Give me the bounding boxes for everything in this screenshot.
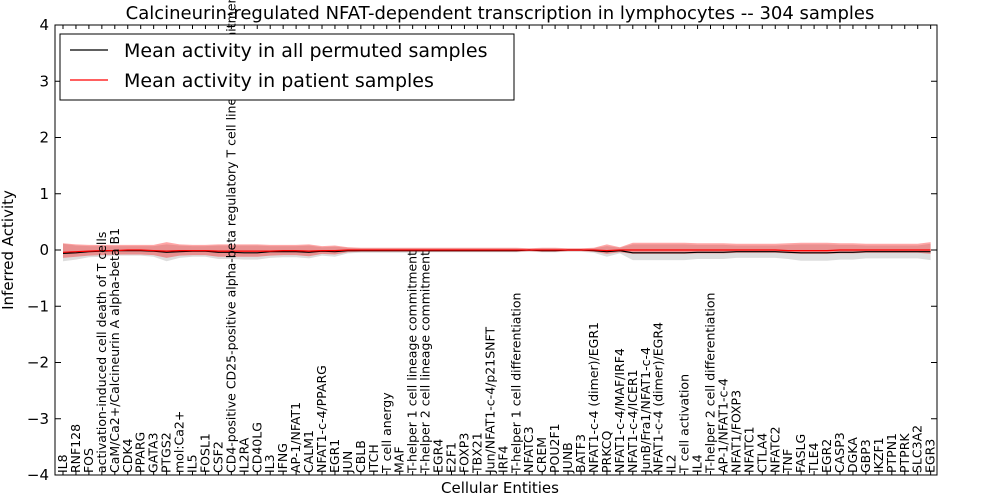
- category-label: IL3: [262, 454, 277, 473]
- category-label: NFATC2: [767, 426, 782, 473]
- category-label: IL2RA: [236, 437, 251, 473]
- y-axis-label: Inferred Activity: [0, 190, 17, 310]
- category-label: PPARG: [133, 432, 148, 473]
- category-label: GBP3: [858, 439, 873, 473]
- category-label: CBLB: [353, 440, 368, 473]
- category-label: MAF: [392, 446, 407, 473]
- axis-ticks: −4 −3 −2 −1 0 1 2 3 4: [27, 16, 937, 484]
- category-label: T-helper 2 cell lineage commitment: [418, 251, 433, 474]
- legend-box: [59, 33, 515, 101]
- y-tick-label: 4: [39, 16, 49, 34]
- category-label: CTLA4: [754, 433, 769, 473]
- y-tick-label: −1: [27, 297, 49, 315]
- y-tick-label: −3: [27, 410, 49, 428]
- permuted-band: [63, 243, 931, 262]
- category-label: EGR4: [431, 439, 446, 473]
- category-label: NFAT1-c-4/MAF/IRF4: [612, 348, 627, 473]
- category-label: T cell activation: [677, 374, 692, 474]
- category-label: PTPRK: [897, 433, 912, 473]
- category-label: TLE4: [806, 443, 821, 474]
- category-label: EGR1: [327, 439, 342, 473]
- category-label: TNF: [780, 449, 795, 474]
- category-label: NFAT1/FOXP3: [728, 390, 743, 473]
- y-tick-label: −4: [27, 466, 49, 484]
- category-label: PTGS2: [159, 432, 174, 473]
- category-label: E2F1: [444, 442, 459, 473]
- category-label: CaM/Ca2+/Calcineurin A alpha-beta B1: [107, 228, 122, 473]
- y-tick-label: 2: [39, 129, 49, 147]
- category-label: IL4: [690, 454, 705, 473]
- chart-title: Calcineurin-regulated NFAT-dependent tra…: [126, 3, 875, 24]
- category-label: JUN: [340, 451, 355, 474]
- category-label: FOS: [81, 448, 96, 473]
- category-label: NFATC3: [521, 426, 536, 473]
- category-label: CDK4: [120, 438, 135, 473]
- category-label: CD4-positive CD25-positive alpha-beta re…: [223, 0, 238, 473]
- category-label: T-helper 1 cell differentiation: [508, 293, 523, 474]
- category-label: IL8: [55, 454, 70, 473]
- category-label: T cell anergy: [379, 392, 394, 474]
- category-label: PRKCQ: [599, 431, 614, 473]
- category-label: NFAT1-c-4 (dimer)/EGR1: [586, 322, 601, 473]
- category-label: AP-1/NFAT1-c-4: [715, 378, 730, 473]
- category-label: RNF128: [68, 424, 83, 473]
- legend-label-permuted: Mean activity in all permuted samples: [124, 40, 487, 62]
- y-tick-label: −2: [27, 354, 49, 372]
- x-axis-label: Cellular Entities: [441, 479, 559, 497]
- category-label: PTPN1: [884, 433, 899, 473]
- category-label: JUNB: [560, 442, 575, 474]
- category-label: IFNG: [275, 443, 290, 473]
- category-label: T-helper 2 cell differentiation: [703, 293, 718, 474]
- category-label: CSF2: [210, 441, 225, 473]
- category-label: IL2: [664, 454, 679, 473]
- category-label: EGR2: [819, 439, 834, 473]
- category-label: TBX21: [469, 432, 484, 474]
- category-label: CALM1: [301, 430, 316, 473]
- plot-frame: [54, 24, 938, 476]
- category-label: FOXP3: [456, 433, 471, 473]
- series-lines: [62, 249, 931, 254]
- category-label: POU2F1: [547, 423, 562, 473]
- category-label: mol:Ca2+: [172, 411, 187, 473]
- category-label: NFATC1: [741, 426, 756, 473]
- category-label: BATF3: [573, 434, 588, 473]
- category-label: CREM: [534, 437, 549, 473]
- category-label: GATA3: [146, 433, 161, 473]
- category-label: activation-induced cell death of T cells: [94, 232, 109, 473]
- category-label: NFAT1-c-4 (dimer)/EGR4: [651, 322, 666, 473]
- category-label: IL5: [185, 454, 200, 473]
- category-label: IRF4: [495, 445, 510, 473]
- category-label: CD40LG: [249, 422, 264, 473]
- category-label: JunB/Fra1/NFAT1-c-4: [638, 347, 653, 474]
- category-label: FOSL1: [197, 433, 212, 473]
- legend-label-patient: Mean activity in patient samples: [124, 70, 434, 92]
- y-tick-label: 1: [39, 185, 49, 203]
- category-label: ITCH: [366, 444, 381, 473]
- category-label: NFAT1-c-4/PPARG: [314, 365, 329, 473]
- y-tick-label: 0: [39, 241, 49, 259]
- category-label: EGR3: [923, 439, 938, 473]
- category-label: Jun/NFAT1-c-4/p21SNFT: [482, 327, 497, 474]
- category-label: DGKA: [845, 437, 860, 473]
- category-label: FASLG: [793, 434, 808, 473]
- category-label: NFAT1-c-4/ICER1: [625, 369, 640, 473]
- legend: Mean activity in all permuted samples Me…: [59, 33, 515, 101]
- category-label: AP-1/NFAT1: [288, 402, 303, 473]
- category-label: CASP3: [832, 432, 847, 473]
- y-tick-label: 3: [39, 72, 49, 90]
- patient-mean-line: [62, 249, 931, 253]
- category-label: IKZF1: [871, 437, 886, 473]
- category-label: T-helper 1 cell lineage commitment: [405, 251, 420, 474]
- category-label: SLC3A2: [910, 425, 925, 473]
